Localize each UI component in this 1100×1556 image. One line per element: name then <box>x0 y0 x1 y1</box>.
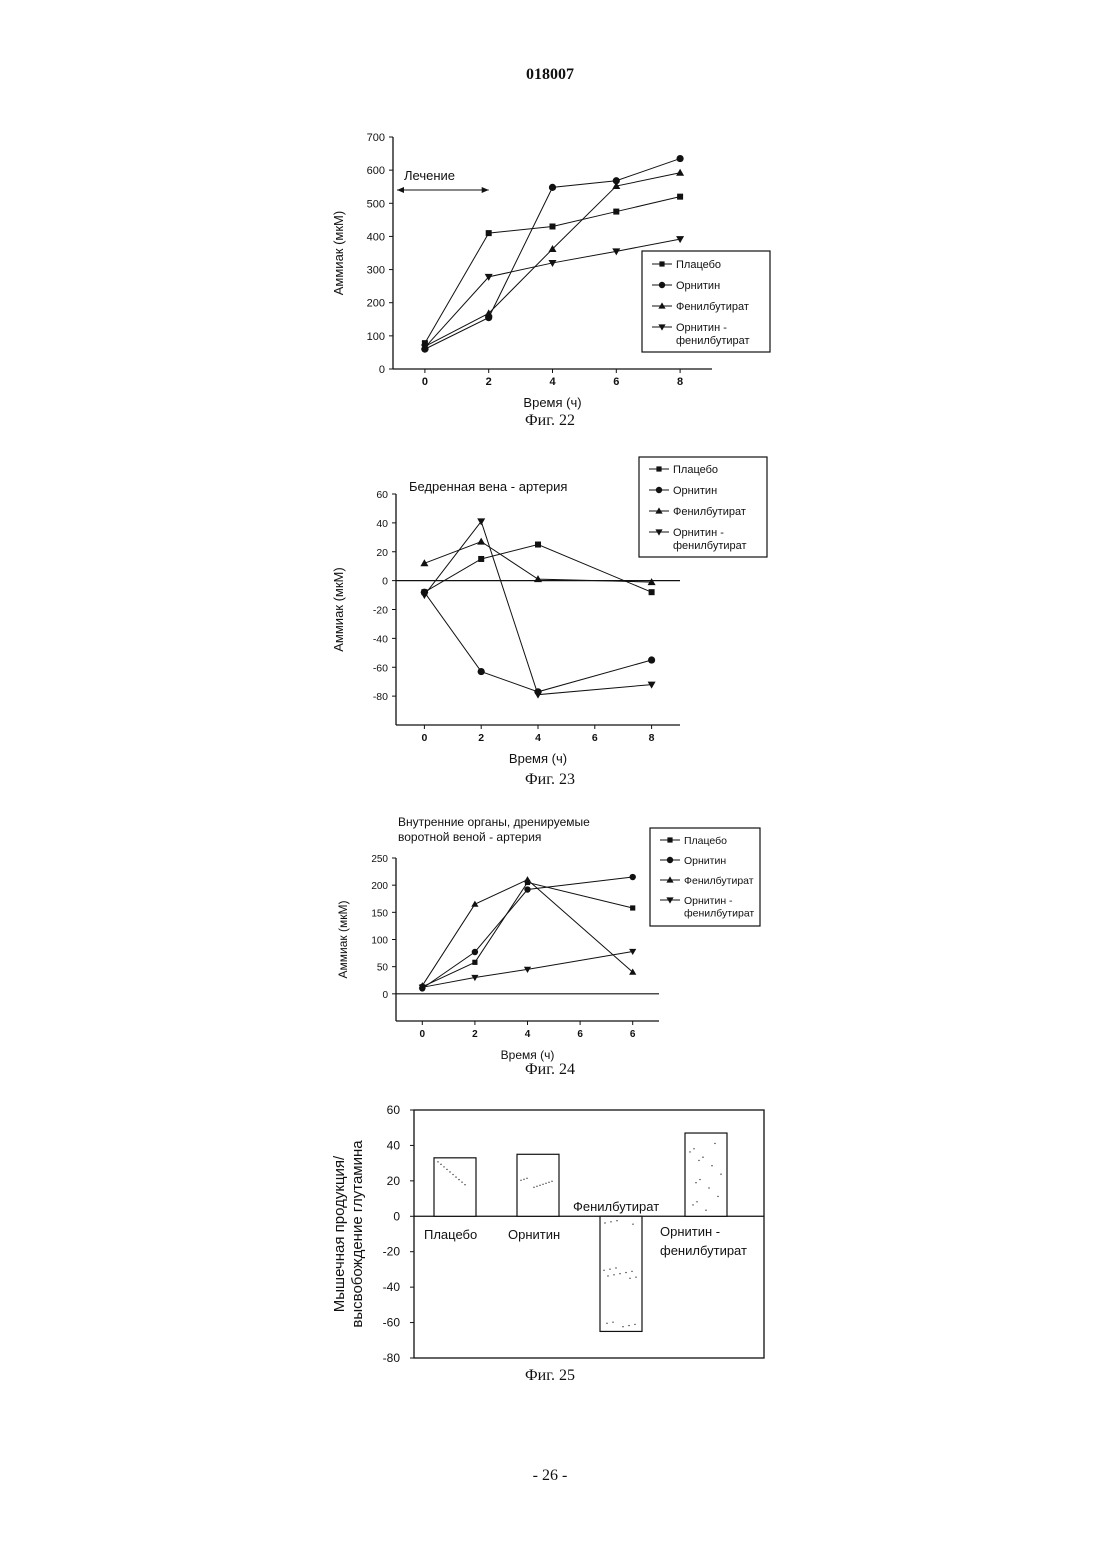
fig25-category-label: Фенилбутират <box>573 1199 659 1214</box>
fig25-bar-texture-dot <box>619 1273 620 1274</box>
fig25-y-tick-label: 40 <box>387 1138 401 1152</box>
fig25-bar-texture-dot <box>604 1222 605 1223</box>
fig25-bar-texture-dot <box>551 1181 552 1182</box>
fig25-bar-texture-dot <box>520 1180 521 1181</box>
fig25-bar-texture-dot <box>609 1268 610 1269</box>
fig25-bar-texture-dot <box>607 1275 608 1276</box>
fig25-bar <box>600 1216 642 1331</box>
fig25-bar-texture-dot <box>629 1278 630 1279</box>
fig25-bar-texture-dot <box>536 1186 537 1187</box>
fig25-bar-texture-dot <box>717 1196 718 1197</box>
fig25-category-label: Орнитин <box>508 1227 560 1242</box>
fig25-category-label: Плацебо <box>424 1227 477 1242</box>
fig25-bar-texture-dot <box>539 1185 540 1186</box>
fig25-bar-texture-dot <box>603 1270 604 1271</box>
fig25-bar-texture-dot <box>692 1204 693 1205</box>
fig25-category-label: Орнитин - <box>660 1224 720 1239</box>
fig25-y-tick-label: 20 <box>387 1174 401 1188</box>
fig25-bar-texture-dot <box>612 1321 613 1322</box>
fig25-bar-texture-dot <box>705 1210 706 1211</box>
page-footer: - 26 - <box>0 1467 1100 1485</box>
fig25-bar-texture-dot <box>455 1176 456 1177</box>
fig25-bar-texture-dot <box>545 1183 546 1184</box>
fig25-y-tick-label: 60 <box>387 1103 401 1117</box>
fig25-bar-texture-dot <box>695 1182 696 1183</box>
fig25-bar-texture-dot <box>622 1326 623 1327</box>
fig25-bar-texture-dot <box>464 1184 465 1185</box>
fig25-bar-texture-dot <box>446 1169 447 1170</box>
fig25-bar-texture-dot <box>610 1221 611 1222</box>
fig25-y-tick-label: -20 <box>383 1245 401 1259</box>
fig25-y-tick-label: -60 <box>383 1316 401 1330</box>
fig25-bar <box>517 1154 559 1216</box>
fig25-bar <box>434 1158 476 1216</box>
fig25-bar-texture-dot <box>533 1187 534 1188</box>
fig25-y-axis-label-line2: высвобождение глутамина <box>349 1140 366 1328</box>
fig25-bar-texture-dot <box>449 1171 450 1172</box>
fig25-bar-texture-dot <box>708 1187 709 1188</box>
fig25-bar-texture-dot <box>443 1166 444 1167</box>
fig25-bar-texture-dot <box>616 1220 617 1221</box>
fig25-bar-texture-dot <box>689 1151 690 1152</box>
fig25-bar-texture-dot <box>523 1179 524 1180</box>
figure-25-caption: Фиг. 25 <box>0 1367 1100 1385</box>
fig25-y-tick-label: -80 <box>383 1351 401 1365</box>
fig25-bar-texture-dot <box>526 1178 527 1179</box>
fig25-y-tick-label: 0 <box>393 1209 400 1223</box>
fig25-bar-texture-dot <box>720 1174 721 1175</box>
fig25-bar-texture-dot <box>634 1324 635 1325</box>
fig25-bar-texture-dot <box>461 1181 462 1182</box>
fig25-bar-texture-dot <box>625 1272 626 1273</box>
fig25-bar-texture-dot <box>458 1179 459 1180</box>
fig25-bar-texture-dot <box>631 1271 632 1272</box>
fig25-bar-texture-dot <box>437 1161 438 1162</box>
figure-25-chart: -80 -60 -40 -20 0 20 40 60 Плацебо Орнитин Фенилбу… <box>0 0 1100 1556</box>
fig25-y-tick-label: -40 <box>383 1280 401 1294</box>
fig25-bar-texture-dot <box>440 1164 441 1165</box>
fig25-bar-texture-dot <box>693 1148 694 1149</box>
fig25-bar-texture-dot <box>542 1184 543 1185</box>
fig25-bar-texture-dot <box>696 1201 697 1202</box>
fig25-bar-texture-dot <box>548 1182 549 1183</box>
fig25-bar-texture-dot <box>615 1267 616 1268</box>
fig25-bar-texture-dot <box>632 1223 633 1224</box>
fig25-y-axis-label-line1: Мышечная продукция/ <box>331 1155 348 1312</box>
fig25-bar-texture-dot <box>452 1174 453 1175</box>
fig25-bar-texture-dot <box>635 1276 636 1277</box>
fig25-bar-texture-dot <box>702 1157 703 1158</box>
fig25-bar-texture-dot <box>606 1323 607 1324</box>
fig25-bar-texture-dot <box>628 1325 629 1326</box>
fig25-bar-texture-dot <box>711 1165 712 1166</box>
fig25-bar-texture-dot <box>613 1274 614 1275</box>
fig25-bar-texture-dot <box>699 1179 700 1180</box>
fig25-bar-texture-dot <box>714 1143 715 1144</box>
fig25-bar-texture-dot <box>698 1160 699 1161</box>
fig25-category-label: фенилбутират <box>660 1243 747 1258</box>
